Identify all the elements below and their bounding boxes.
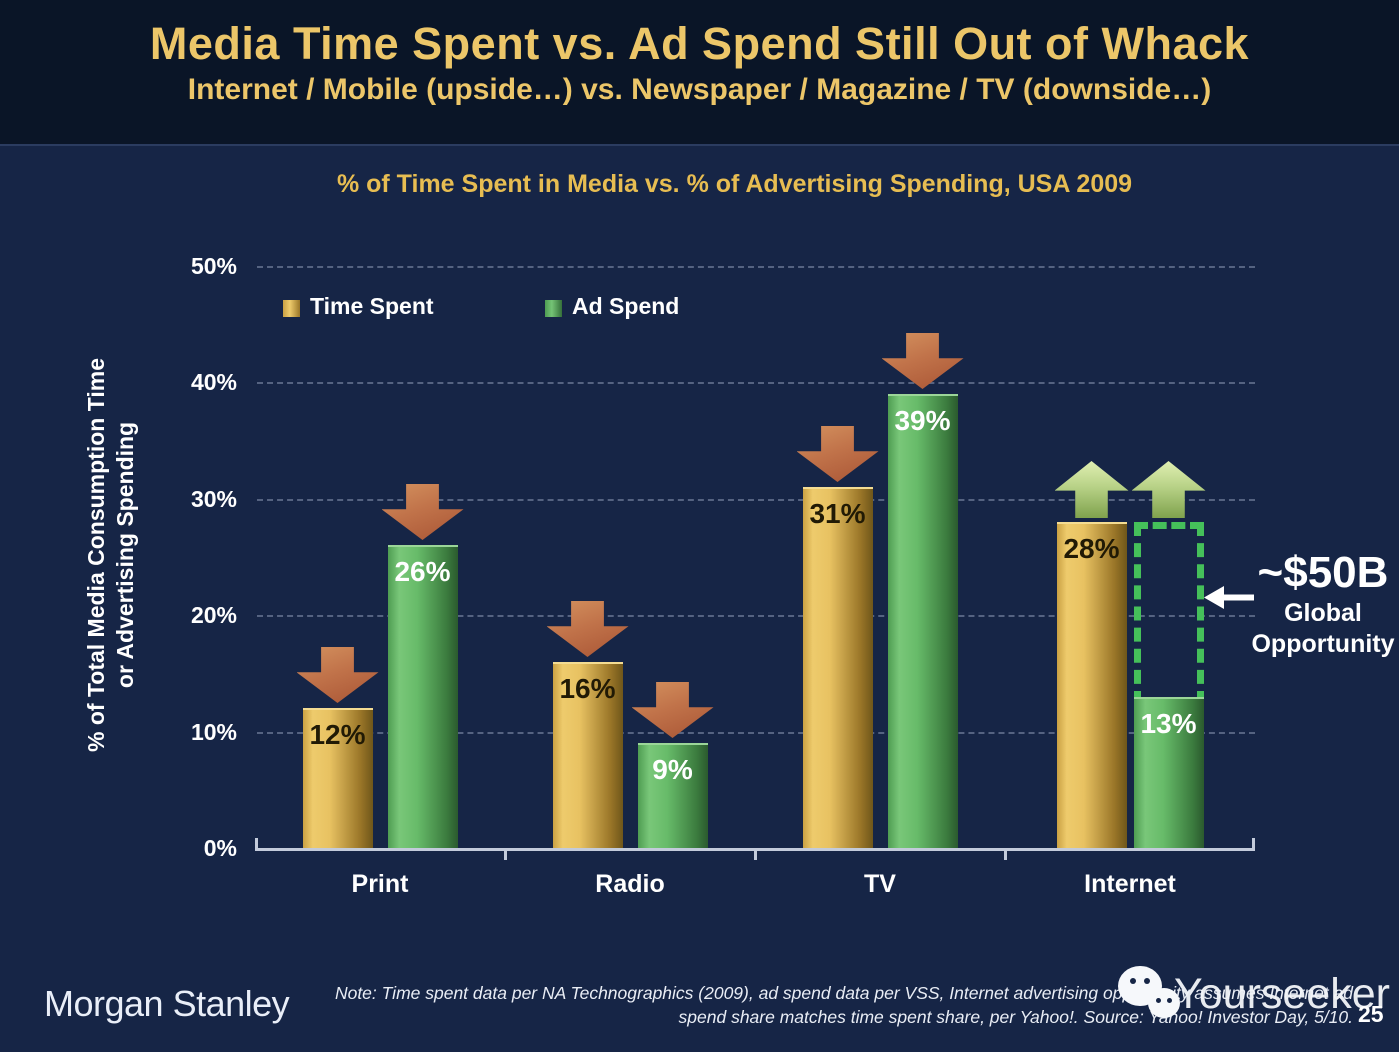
source-note-line2: spend share matches time spent share, pe…: [678, 1007, 1353, 1027]
time-spent-swatch-icon: [283, 299, 300, 317]
axis-tick: [1004, 849, 1007, 860]
opportunity-label-line1: Global: [1284, 599, 1362, 627]
tv-ad-spend-bar: 39%: [887, 394, 958, 848]
page-title: Media Time Spent vs. Ad Spend Still Out …: [149, 18, 1250, 69]
tv-time-spent-column: 31%: [796, 426, 879, 848]
gridline-50: [257, 266, 1255, 268]
bar-value-label: 9%: [652, 754, 693, 785]
radio-ad-spend-bar: 9%: [637, 743, 708, 848]
morgan-stanley-logo: Morgan Stanley: [44, 983, 290, 1024]
bar-value-label: 31%: [809, 498, 866, 529]
gridline-30: [257, 499, 1255, 501]
bar-group-tv: 31% 39%: [755, 333, 1005, 848]
internet-time-spent-column: 28%: [1054, 461, 1129, 848]
up-arrow-icon: [1131, 461, 1206, 518]
bar-value-label: 39%: [894, 405, 951, 436]
opportunity-annotation: ~$50B Global Opportunity: [1246, 548, 1399, 660]
category-label-radio: Radio: [595, 870, 665, 898]
page-subtitle: Internet / Mobile (upside…) vs. Newspape…: [187, 73, 1212, 106]
radio-time-spent-bar: 16%: [552, 662, 623, 848]
axis-tick: [1252, 838, 1255, 849]
bar-value-label: 16%: [559, 673, 616, 704]
print-ad-spend-bar: 26%: [387, 545, 458, 848]
radio-time-spent-column: 16%: [546, 601, 629, 848]
gridline-40: [257, 382, 1255, 384]
y-tick-30: 30%: [190, 486, 237, 512]
down-arrow-icon: [796, 426, 879, 482]
legend-item-ad-spend: Ad Spend: [545, 293, 679, 320]
radio-ad-spend-column: 9%: [631, 682, 714, 848]
print-ad-spend-column: 26%: [381, 484, 464, 848]
source-note-line1: Note: Time spent data per NA Technograph…: [334, 983, 1353, 1003]
internet-time-spent-bar: 28%: [1056, 522, 1127, 848]
gridline-10: [257, 732, 1255, 734]
bar-value-label: 12%: [309, 719, 366, 750]
tv-ad-spend-column: 39%: [881, 333, 964, 848]
bar-group-internet: 28% 13%: [1005, 461, 1255, 848]
print-time-spent-column: 12%: [296, 647, 379, 848]
legend-label: Time Spent: [310, 293, 434, 319]
axis-tick: [754, 849, 757, 860]
bar-value-label: 28%: [1063, 533, 1120, 564]
gridline-20: [257, 615, 1255, 617]
down-arrow-icon: [296, 647, 379, 703]
y-tick-50: 50%: [190, 253, 237, 279]
ad-spend-swatch-icon: [545, 299, 562, 317]
down-arrow-icon: [546, 601, 629, 657]
bar-group-radio: 16% 9%: [505, 601, 755, 848]
internet-ad-spend-column: 13%: [1131, 461, 1206, 848]
opportunity-label-line2: Opportunity: [1251, 630, 1395, 658]
opportunity-value: ~$50B: [1257, 548, 1389, 597]
bar-value-label: 13%: [1140, 708, 1197, 739]
legend-label: Ad Spend: [572, 293, 680, 319]
tv-time-spent-bar: 31%: [802, 487, 873, 848]
source-note: Note: Time spent data per NA Technograph…: [313, 981, 1353, 1029]
chart-title: % of Time Spent in Media vs. % of Advert…: [336, 170, 1133, 198]
bar-value-label: 26%: [394, 556, 451, 587]
category-label-internet: Internet: [1084, 870, 1176, 898]
internet-ad-spend-bar: 13%: [1133, 697, 1204, 848]
category-label-print: Print: [351, 870, 409, 898]
category-label-tv: TV: [864, 870, 896, 898]
wechat-icon: [1148, 988, 1180, 1018]
y-tick-0: 0%: [203, 835, 237, 861]
down-arrow-icon: [881, 333, 964, 389]
y-tick-40: 40%: [190, 369, 237, 395]
down-arrow-icon: [631, 682, 714, 738]
axis-tick: [504, 849, 507, 860]
title-band: Media Time Spent vs. Ad Spend Still Out …: [0, 0, 1399, 146]
y-tick-10: 10%: [190, 719, 237, 745]
legend-item-time-spent: Time Spent: [283, 293, 434, 320]
watermark: Yourseeker: [1112, 962, 1399, 1032]
opportunity-rect: [1133, 522, 1204, 705]
watermark-text: Yourseeker: [1174, 970, 1390, 1018]
y-axis-title-line1: % of Total Media Consumption Time: [83, 358, 109, 752]
print-time-spent-bar: 12%: [302, 708, 373, 848]
y-tick-20: 20%: [190, 602, 237, 628]
page-number: 25: [1358, 1001, 1384, 1027]
up-arrow-icon: [1054, 461, 1129, 518]
axis-tick: [255, 838, 258, 849]
down-arrow-icon: [381, 484, 464, 540]
bar-group-print: 12% 26%: [255, 484, 505, 848]
